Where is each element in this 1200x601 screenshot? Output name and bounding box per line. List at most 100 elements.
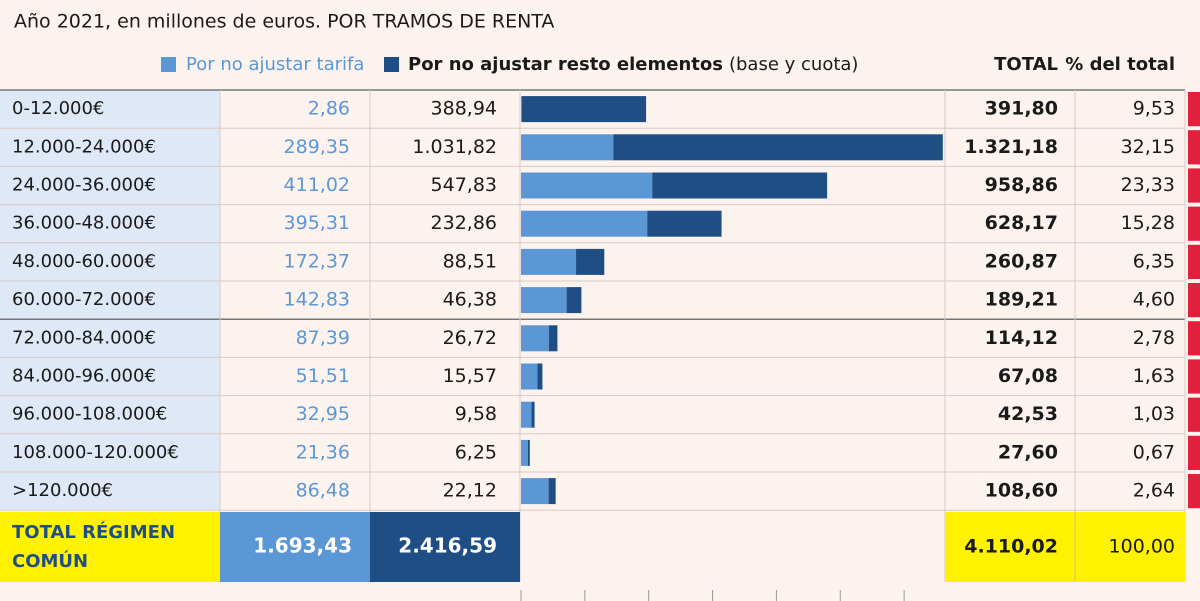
label-column xyxy=(0,90,220,511)
bar xyxy=(521,172,653,199)
total-value: 100,00 xyxy=(1109,536,1175,558)
chart-title: Año 2021, en millones de euros. POR TRAM… xyxy=(14,11,554,33)
row-label: 108.000-120.000€ xyxy=(12,442,179,463)
total-label: 1.321,18 xyxy=(964,136,1058,158)
legend-label: Por no ajustar tarifa xyxy=(186,54,364,75)
row-label: 12.000-24.000€ xyxy=(12,136,156,157)
share-label: 0,67 xyxy=(1133,441,1175,463)
total-cell xyxy=(220,512,370,582)
value-label: 51,51 xyxy=(296,365,350,387)
total-label: 114,12 xyxy=(985,327,1058,349)
value-label: 87,39 xyxy=(296,327,350,349)
row-flag xyxy=(1188,321,1200,356)
row-label: 96.000-108.000€ xyxy=(12,404,167,425)
row-label: 24.000-36.000€ xyxy=(12,175,156,196)
total-row-label: TOTAL RÉGIMEN COMÚN xyxy=(12,522,176,572)
total-row-label: TOTAL RÉGIMEN COMÚN xyxy=(12,522,176,572)
row-flag xyxy=(1188,359,1200,394)
value-label: 32,95 xyxy=(296,403,350,425)
bar xyxy=(521,401,532,428)
value-label: 1.031,82 xyxy=(412,136,497,158)
total-value: 2.416,59 xyxy=(398,534,497,558)
row-flag xyxy=(1188,283,1200,318)
row-flag xyxy=(1188,474,1200,509)
row-flag xyxy=(1188,130,1200,165)
row-flag xyxy=(1188,168,1200,203)
bar xyxy=(531,401,535,428)
row-label: 72.000-84.000€ xyxy=(12,327,156,348)
value-label: 232,86 xyxy=(431,212,497,234)
value-label: 289,35 xyxy=(284,136,350,158)
bar xyxy=(521,96,647,123)
bar xyxy=(527,439,530,466)
share-label: 1,63 xyxy=(1133,365,1175,387)
value-label: 142,83 xyxy=(284,289,350,311)
total-label: 260,87 xyxy=(985,250,1058,272)
share-label: 2,64 xyxy=(1133,480,1175,502)
bar xyxy=(566,287,582,314)
bar xyxy=(521,248,577,275)
share-label: 6,35 xyxy=(1133,250,1175,272)
bar xyxy=(521,363,538,390)
value-label: 388,94 xyxy=(431,98,497,120)
value-label: 26,72 xyxy=(443,327,497,349)
bar xyxy=(613,134,943,161)
value-label: 9,58 xyxy=(455,403,497,425)
column-header: TOTAL xyxy=(994,54,1058,75)
row-label: 0-12.000€ xyxy=(12,98,104,119)
legend-detail: (base y cuota) xyxy=(729,54,858,75)
legend-swatch xyxy=(161,57,176,72)
value-label: 172,37 xyxy=(284,250,350,272)
value-label: 22,12 xyxy=(443,480,497,502)
legend-label: Por no ajustar resto elementos (base y cu… xyxy=(408,54,858,75)
bar xyxy=(521,439,528,466)
bar xyxy=(548,325,558,352)
column-header: % del total xyxy=(1065,54,1175,75)
share-label: 15,28 xyxy=(1121,212,1175,234)
share-label: 23,33 xyxy=(1121,174,1175,196)
bar xyxy=(521,478,549,505)
value-label: 6,25 xyxy=(455,441,497,463)
share-label: 4,60 xyxy=(1133,289,1175,311)
total-cell xyxy=(370,512,520,582)
share-label: 9,53 xyxy=(1133,98,1175,120)
row-flag xyxy=(1188,397,1200,432)
row-label: 84.000-96.000€ xyxy=(12,366,156,387)
row-flag xyxy=(1188,435,1200,470)
total-cell xyxy=(945,512,1185,582)
value-label: 395,31 xyxy=(284,212,350,234)
total-label: 42,53 xyxy=(998,403,1058,425)
value-label: 2,86 xyxy=(308,98,350,120)
total-label: 67,08 xyxy=(998,365,1058,387)
row-label: 60.000-72.000€ xyxy=(12,289,156,310)
row-label: >120.000€ xyxy=(12,480,113,501)
total-cell xyxy=(0,512,220,582)
legend-label: Por no ajustar resto elementos xyxy=(408,54,723,75)
value-label: 547,83 xyxy=(431,174,497,196)
bar xyxy=(521,325,549,352)
value-label: 86,48 xyxy=(296,480,350,502)
legend-swatch xyxy=(384,57,399,72)
value-label: 21,36 xyxy=(296,441,350,463)
total-value: 4.110,02 xyxy=(964,536,1058,558)
bar xyxy=(521,96,522,123)
value-label: 15,57 xyxy=(443,365,497,387)
value-label: 46,38 xyxy=(443,289,497,311)
total-label: 628,17 xyxy=(985,212,1058,234)
share-label: 1,03 xyxy=(1133,403,1175,425)
bar xyxy=(548,478,556,505)
bar xyxy=(537,363,543,390)
bar xyxy=(652,172,828,199)
total-label: 189,21 xyxy=(985,289,1058,311)
total-label: 958,86 xyxy=(985,174,1058,196)
row-flag xyxy=(1188,92,1200,127)
total-label: 391,80 xyxy=(985,98,1058,120)
bar xyxy=(521,134,614,161)
row-label: 48.000-60.000€ xyxy=(12,251,156,272)
value-label: 88,51 xyxy=(443,250,497,272)
bar xyxy=(576,248,605,275)
share-label: 32,15 xyxy=(1121,136,1175,158)
row-label: 36.000-48.000€ xyxy=(12,213,156,234)
